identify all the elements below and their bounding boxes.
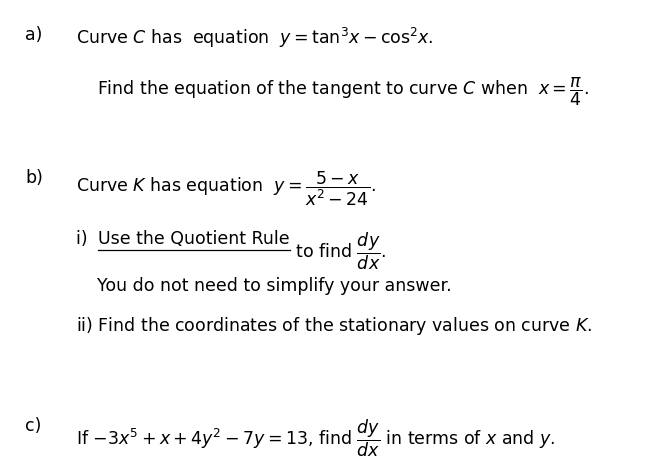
Text: Curve $\mathit{K}$ has equation  $y = \dfrac{5-x}{x^2-24}$.: Curve $\mathit{K}$ has equation $y = \df… [76, 169, 375, 208]
Text: to find $\dfrac{dy}{dx}$.: to find $\dfrac{dy}{dx}$. [290, 230, 386, 272]
Text: c): c) [25, 417, 41, 435]
Text: ii) Find the coordinates of the stationary values on curve $\mathit{K}$.: ii) Find the coordinates of the stationa… [76, 315, 591, 337]
Text: Use the Quotient Rule: Use the Quotient Rule [98, 230, 290, 248]
Text: You do not need to simplify your answer.: You do not need to simplify your answer. [97, 277, 452, 295]
Text: Curve $\mathit{C}$ has  equation  $y = \tan^3\!x - \cos^2\!x$.: Curve $\mathit{C}$ has equation $y = \ta… [76, 26, 433, 50]
Text: i): i) [76, 230, 98, 248]
Text: b): b) [25, 169, 43, 187]
Text: If $-3x^5 + x + 4y^2 - 7y = 13$, find $\dfrac{dy}{dx}$ in terms of $x$ and $y$.: If $-3x^5 + x + 4y^2 - 7y = 13$, find $\… [76, 417, 555, 459]
Text: a): a) [25, 26, 42, 44]
Text: Find the equation of the tangent to curve $\mathit{C}$ when  $x = \dfrac{\pi}{4}: Find the equation of the tangent to curv… [97, 75, 589, 108]
